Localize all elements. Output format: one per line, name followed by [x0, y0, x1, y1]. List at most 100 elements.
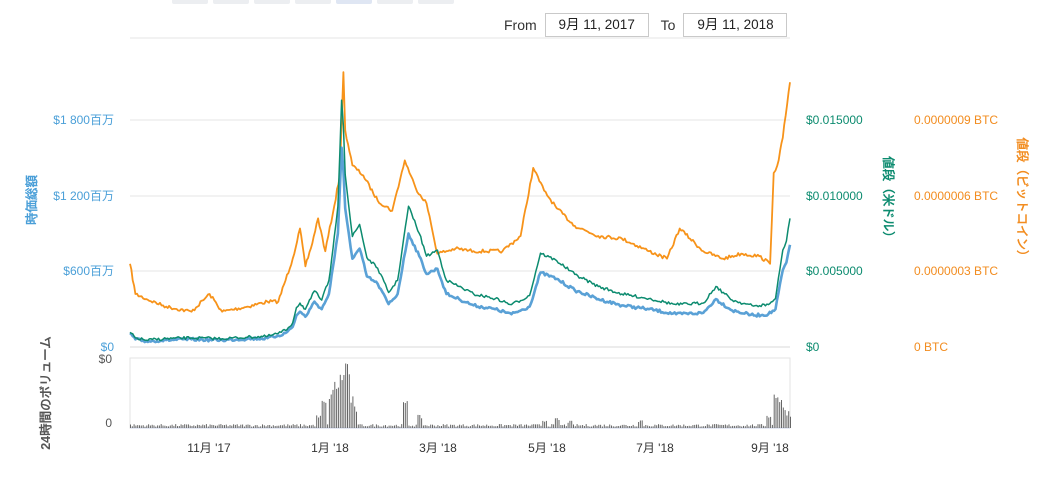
- volume-bar: [189, 425, 191, 428]
- volume-bar: [553, 424, 555, 428]
- volume-bar: [665, 426, 667, 428]
- volume-bar: [403, 402, 404, 428]
- volume-bar: [558, 420, 560, 428]
- volume-bar: [251, 426, 253, 428]
- volume-bar: [213, 425, 215, 428]
- volume-bar: [690, 426, 692, 428]
- volume-bar: [450, 424, 452, 428]
- volume-bar: [229, 425, 231, 428]
- volume-bar: [609, 424, 611, 428]
- volume-bar: [196, 424, 198, 428]
- volume-bar: [359, 424, 361, 428]
- to-label: To: [660, 17, 676, 33]
- volume-bar: [198, 425, 200, 428]
- volume-bar: [399, 426, 401, 428]
- volume-bar: [404, 403, 406, 428]
- volume-bar: [587, 426, 589, 428]
- volume-bar: [715, 424, 717, 428]
- volume-bar: [294, 425, 296, 428]
- volume-bar: [180, 424, 182, 428]
- x-tick-label: 11月 '17: [187, 441, 231, 455]
- volume-bar: [788, 411, 790, 428]
- volume-bar: [224, 425, 225, 428]
- volume-bar: [209, 424, 211, 428]
- volume-bar: [663, 426, 665, 428]
- volume-bar: [332, 389, 334, 428]
- volume-bar: [750, 425, 752, 428]
- volume-tick-label: 0: [105, 416, 112, 430]
- volume-bar: [383, 425, 385, 428]
- volume-bar: [761, 424, 763, 428]
- volume-bar: [771, 424, 773, 428]
- volume-bar: [493, 426, 495, 428]
- volume-bar: [372, 424, 374, 428]
- volume-bar: [777, 397, 779, 428]
- volume-bar: [636, 426, 638, 428]
- volume-bar: [177, 426, 178, 428]
- volume-bar: [513, 424, 515, 428]
- volume-bar: [153, 425, 155, 428]
- from-label: From: [504, 17, 537, 33]
- volume-bar: [173, 425, 175, 428]
- volume-bar: [365, 426, 367, 428]
- range-tab[interactable]: [213, 0, 249, 4]
- volume-bar: [562, 425, 564, 428]
- volume-bar: [533, 424, 535, 428]
- volume-bar: [466, 425, 468, 428]
- from-date-input[interactable]: 9月 11, 2017: [544, 13, 649, 37]
- volume-bar: [667, 426, 668, 428]
- volume-bar: [350, 402, 352, 428]
- range-tab[interactable]: [418, 0, 454, 4]
- volume-bar: [408, 425, 410, 428]
- volume-bar: [649, 426, 650, 428]
- volume-bar: [677, 424, 679, 428]
- volume-bar: [356, 411, 357, 428]
- volume-bar: [547, 426, 549, 428]
- volume-bar: [298, 426, 300, 428]
- volume-bar: [668, 426, 670, 428]
- volume-bar: [724, 424, 726, 428]
- volume-bar: [227, 426, 229, 428]
- volume-bar: [412, 425, 414, 428]
- to-date-input[interactable]: 9月 11, 2018: [683, 13, 788, 37]
- volume-bar: [645, 425, 647, 428]
- volume-bar: [243, 426, 245, 428]
- volume-bar: [676, 425, 678, 428]
- volume-bar: [234, 424, 236, 428]
- volume-bar: [685, 425, 687, 428]
- volume-bar: [612, 426, 614, 428]
- range-tab[interactable]: [254, 0, 290, 4]
- volume-bar: [439, 426, 441, 428]
- volume-bar: [442, 424, 444, 428]
- volume-bar: [656, 425, 658, 428]
- range-tab[interactable]: [336, 0, 372, 4]
- volume-bar: [325, 402, 327, 428]
- volume-bar: [480, 425, 482, 428]
- volume-bars: [130, 363, 791, 428]
- volume-bar: [415, 424, 417, 428]
- volume-bar: [766, 415, 768, 428]
- volume-bar: [366, 426, 368, 428]
- volume-bar: [280, 425, 282, 428]
- volume-bar: [710, 426, 712, 428]
- volume-bar: [323, 401, 325, 428]
- volume-bar: [538, 424, 540, 428]
- volume-bar: [630, 426, 632, 428]
- y-tick-label-usd: $0.010000: [806, 189, 863, 203]
- y-tick-label-market-cap: $1 200百万: [53, 189, 114, 203]
- volume-bar: [149, 425, 151, 428]
- range-tab[interactable]: [295, 0, 331, 4]
- volume-bar: [305, 425, 307, 428]
- volume-bar: [728, 424, 730, 428]
- y-tick-label-btc: 0 BTC: [914, 340, 948, 354]
- range-tab[interactable]: [172, 0, 208, 4]
- volume-bar: [184, 424, 186, 428]
- range-tab[interactable]: [377, 0, 413, 4]
- volume-bar: [169, 425, 171, 428]
- volume-bar: [334, 381, 336, 428]
- volume-bar: [379, 426, 381, 428]
- volume-bar: [569, 420, 571, 428]
- volume-bar: [672, 424, 674, 428]
- volume-bar: [733, 425, 735, 428]
